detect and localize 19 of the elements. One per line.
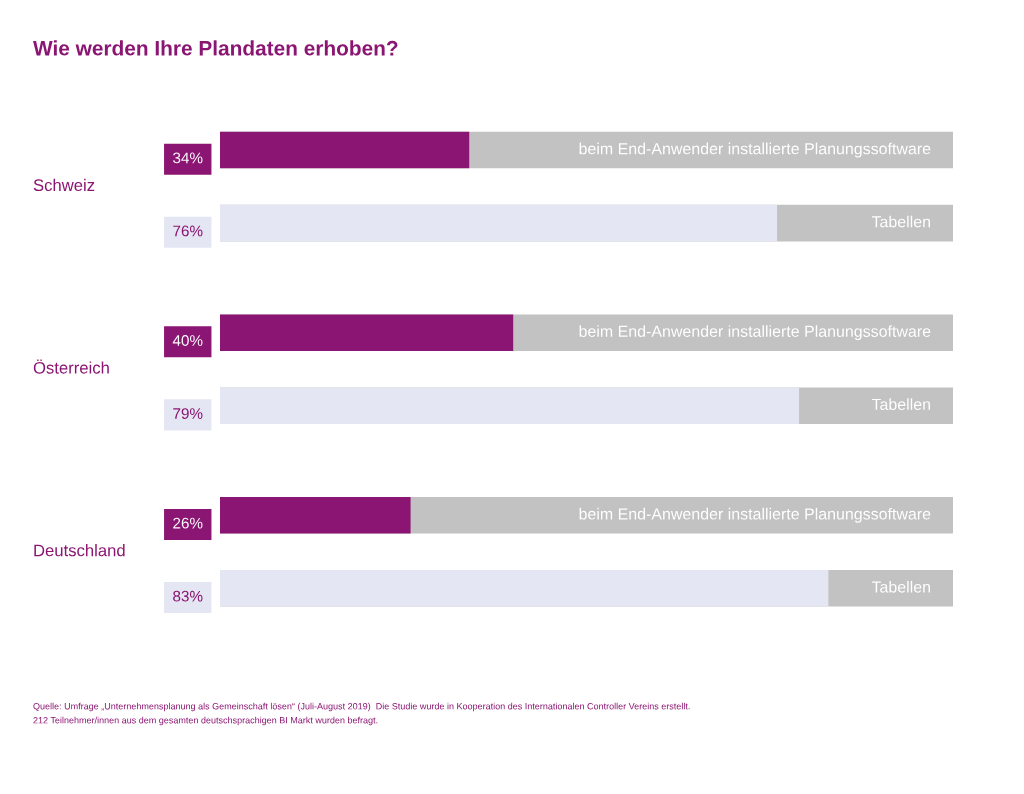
bar bbox=[220, 497, 411, 534]
text: 212 Teilnehmer/innen aus dem gesamten deutschsprachigen BI Markt wurden befragt. bbox=[33, 716, 378, 726]
data-label: 79% bbox=[173, 408, 203, 419]
data-label: 26% bbox=[173, 517, 203, 529]
chart-title: Wie werden Ihre Plandaten erhoben? bbox=[33, 40, 398, 56]
text: Tabellen bbox=[871, 398, 930, 411]
y-tick-label: Deutschland bbox=[34, 544, 125, 557]
text: beim End-Anwender installierte Planungssoftware bbox=[579, 507, 931, 523]
data-label: 76% bbox=[173, 225, 203, 237]
text: Tabellen bbox=[871, 215, 930, 228]
text: beim End-Anwender installierte Planungssoftware bbox=[579, 142, 931, 158]
data-label: 34% bbox=[173, 152, 203, 164]
text: beim End-Anwender installierte Planungssoftware bbox=[579, 325, 931, 341]
data-label: 40% bbox=[172, 335, 203, 346]
y-tick-label: Schweiz bbox=[33, 178, 95, 192]
data-label: 83% bbox=[173, 590, 203, 602]
text: Tabellen bbox=[871, 580, 930, 593]
source-note: Quelle: Umfrage „Unternehmensplanung als Gemeinschaft lösen“ (Juli-August 2019) Die Studie wurde in Kooperation des Internationalen Controller Vereins erstellt. bbox=[33, 702, 690, 712]
y-tick-label: Österreich bbox=[33, 359, 109, 374]
